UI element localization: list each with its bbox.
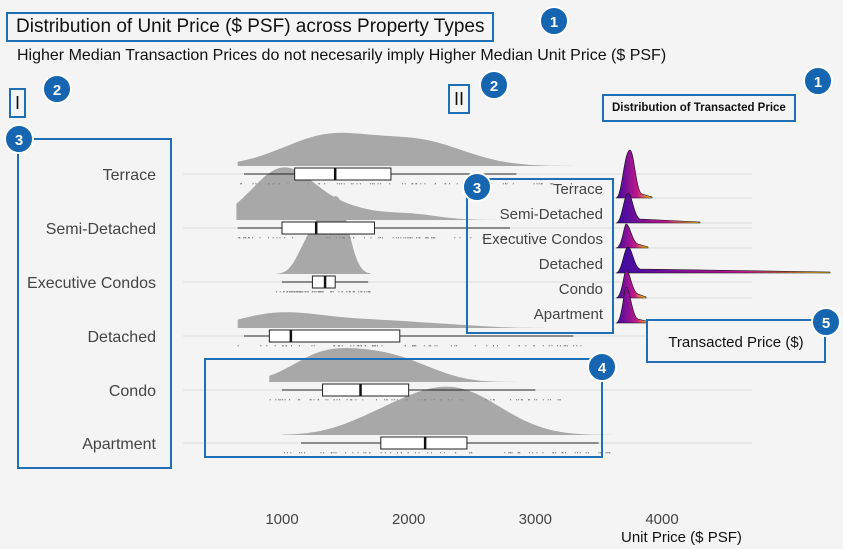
density-terrace [237,132,580,166]
box [380,436,468,450]
boxplot-executive-condos [282,275,369,289]
x-axis-ticks: 1000 2000 3000 4000 [265,511,678,528]
callout-badge-5: 5 [811,307,841,337]
y-label-detached: Detached [88,329,157,346]
y-label-semi-detached: Semi-Detached [46,221,156,238]
inset-ridge-apartment [615,286,651,324]
density-semi-detached [236,167,523,220]
inset-ridge-executive-condos [615,223,649,249]
inset-chart-title: Distribution of Transacted Price [602,94,796,122]
inset-y-label-executive-condos: Executive Condos [482,231,603,248]
inset-ridge-terrace [615,149,653,199]
box [281,221,375,235]
inset-ridge-semi-detached [615,192,701,224]
density-detached [237,312,586,328]
x-tick-2000: 2000 [392,511,425,528]
inset-y-label-semi-detached: Semi-Detached [500,206,603,223]
rug-apartment [284,452,611,454]
boxplot-detached [244,329,574,343]
inset-ridgeline-chart: Terrace Semi-Detached Executive Condos Deta… [482,149,831,324]
inset-y-label-terrace: Terrace [553,181,603,198]
callout-badge-1b: 1 [803,66,833,96]
inset-y-label-detached: Detached [539,256,603,273]
y-label-apartment: Apartment [82,436,156,453]
density-layer [236,132,612,435]
x-tick-1000: 1000 [265,511,298,528]
rug-condo [269,399,561,401]
callout-badge-2: 2 [42,74,72,104]
y-axis-labels: Terrace Semi-Detached Executive Condos Deta… [27,167,157,453]
panel-tag-one: I [9,88,27,118]
x-tick-4000: 4000 [645,511,678,528]
boxplot-condo [282,383,536,397]
inset-ridge-detached [615,246,831,274]
rug-layer [237,183,611,454]
box [268,329,401,343]
inset-x-axis-title: Transacted Price ($) [646,319,826,363]
inset-ridge-condo [615,269,647,299]
chart-subtitle: Higher Median Transaction Prices do not … [17,47,667,64]
density-executive-condos [275,196,371,274]
inset-y-label-apartment: Apartment [534,306,604,323]
callout-boxes [17,138,614,469]
x-tick-3000: 3000 [519,511,552,528]
rug-detached [237,345,582,347]
y-label-condo: Condo [109,383,156,400]
box [294,167,392,181]
callout-badge-2b: 2 [479,70,509,100]
callout-badge-3: 3 [4,124,34,154]
callout-badge-4: 4 [587,352,617,382]
y-label-terrace: Terrace [103,167,156,184]
rug-executive-condos [276,291,371,293]
callout-box-inset-categories [466,178,614,334]
x-axis-title: Unit Price ($ PSF) [621,529,742,546]
callout-badge-1: 1 [539,6,569,36]
callout-box-categories [17,138,172,469]
chart-title: Distribution of Unit Price ($ PSF) acros… [6,12,495,42]
rug-semi-detached [238,237,517,239]
boxplot-apartment [301,436,599,450]
callout-badge-3b: 3 [462,172,492,202]
callout-box-condo-apartment [204,358,603,458]
density-condo [269,348,561,382]
inset-y-label-condo: Condo [559,281,603,298]
y-label-executive-condos: Executive Condos [27,275,156,292]
boxplot-terrace [244,167,517,181]
box [322,383,410,397]
boxplot-layer [237,167,599,450]
density-apartment [282,386,612,435]
boxplot-semi-detached [237,221,510,235]
box [311,275,336,289]
panel-tag-two: II [448,84,471,114]
